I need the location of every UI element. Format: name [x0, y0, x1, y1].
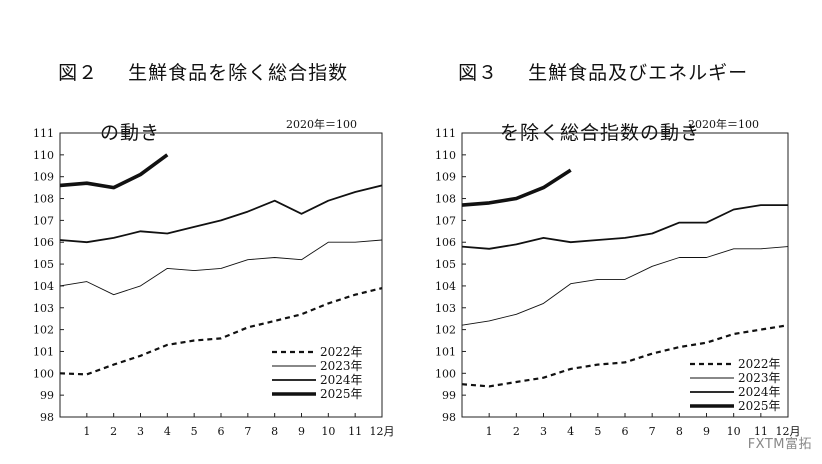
- x-tick-label: 5: [191, 425, 198, 438]
- x-tick-label: 10: [321, 425, 335, 438]
- x-tick-label: 3: [540, 425, 547, 438]
- figure-3-unit-note: 2020年＝100: [688, 118, 759, 131]
- y-tick-label: 103: [33, 302, 54, 315]
- y-tick-label: 109: [33, 171, 54, 184]
- x-tick-label: 11: [348, 425, 362, 438]
- x-tick-label: 7: [244, 425, 251, 438]
- x-tick-label: 2: [110, 425, 117, 438]
- y-tick-label: 101: [33, 345, 54, 358]
- figure-2-title: 図２ 生鮮食品を除く総合指数 の動き: [30, 28, 348, 208]
- y-tick-label: 102: [33, 324, 54, 337]
- figure-2-chart: 9899100101102103104105106107108109110111…: [33, 127, 395, 438]
- y-tick-label: 110: [33, 149, 54, 162]
- y-tick-label: 102: [435, 324, 456, 337]
- x-tick-label: 6: [622, 425, 629, 438]
- y-tick-label: 100: [33, 367, 54, 380]
- y-tick-label: 100: [435, 367, 456, 380]
- x-tick-label: 1: [83, 425, 90, 438]
- legend-label: 2024年: [738, 385, 781, 399]
- series-line-2022年: [59, 287, 383, 376]
- x-tick-label: 11: [754, 425, 768, 438]
- x-tick-label: 9: [298, 425, 305, 438]
- series-line-2024年: [59, 184, 383, 244]
- y-tick-label: 98: [40, 411, 54, 424]
- x-tick-label: 9: [703, 425, 710, 438]
- y-tick-label: 106: [33, 236, 54, 249]
- x-tick-label: 12月: [370, 425, 395, 438]
- x-tick-label: 12月: [776, 425, 801, 438]
- x-tick-label: 4: [164, 425, 171, 438]
- x-tick-label: 2: [513, 425, 520, 438]
- y-tick-label: 101: [435, 345, 456, 358]
- y-tick-label: 99: [40, 389, 54, 402]
- y-tick-label: 98: [442, 411, 456, 424]
- figure-2-title-line1: 生鮮食品を除く総合指数: [128, 62, 349, 84]
- x-tick-label: 10: [727, 425, 741, 438]
- legend-label: 2024年: [320, 373, 363, 387]
- y-tick-label: 108: [33, 193, 54, 206]
- y-tick-label: 108: [435, 193, 456, 206]
- x-tick-label: 5: [594, 425, 601, 438]
- series-line-2023年: [461, 246, 789, 326]
- legend-label: 2022年: [738, 357, 781, 371]
- series-line-2022年: [461, 324, 789, 388]
- x-tick-label: 1: [486, 425, 493, 438]
- legend-label: 2022年: [320, 345, 363, 359]
- y-tick-label: 107: [435, 214, 456, 227]
- series-line-2023年: [59, 239, 383, 296]
- y-tick-label: 104: [435, 280, 456, 293]
- figure-3-label: 図３: [458, 62, 499, 84]
- legend-label: 2023年: [738, 371, 781, 385]
- x-tick-label: 6: [218, 425, 225, 438]
- series-line-2025年: [461, 168, 572, 207]
- figure-3-title-line1: 生鮮食品及びエネルギー: [528, 62, 749, 84]
- y-tick-label: 106: [435, 236, 456, 249]
- x-tick-label: 3: [137, 425, 144, 438]
- y-tick-label: 99: [442, 389, 456, 402]
- y-tick-label: 109: [435, 171, 456, 184]
- x-tick-label: 4: [567, 425, 574, 438]
- figure-3-chart: 9899100101102103104105106107108109110111…: [435, 127, 801, 438]
- figure-3-panel: 図３ 生鮮食品及びエネルギー を除く総合指数の動き 2020年＝100 98 99 1…: [410, 0, 822, 464]
- series-line-2025年: [59, 153, 169, 190]
- figure-2-panel: 図２ 生鮮食品を除く総合指数 の動き 2020年＝100 98 99 100 101 10…: [0, 0, 410, 464]
- y-tick-label: 104: [33, 280, 54, 293]
- y-tick-label: 111: [33, 127, 54, 140]
- figure-2-unit-note: 2020年＝100: [286, 118, 357, 131]
- legend-label: 2025年: [320, 387, 363, 401]
- y-tick-label: 105: [435, 258, 456, 271]
- y-tick-label: 111: [435, 127, 456, 140]
- figure-2-label: 図２: [58, 62, 99, 84]
- series-line-2024年: [461, 204, 788, 250]
- legend-label: 2023年: [320, 359, 363, 373]
- x-tick-label: 8: [676, 425, 683, 438]
- y-tick-label: 107: [33, 214, 54, 227]
- legend-label: 2025年: [738, 399, 781, 413]
- watermark: FXTM富拓: [747, 437, 812, 452]
- y-tick-label: 105: [33, 258, 54, 271]
- y-tick-label: 103: [435, 302, 456, 315]
- x-tick-label: 7: [649, 425, 656, 438]
- x-tick-label: 8: [271, 425, 278, 438]
- y-tick-label: 110: [435, 149, 456, 162]
